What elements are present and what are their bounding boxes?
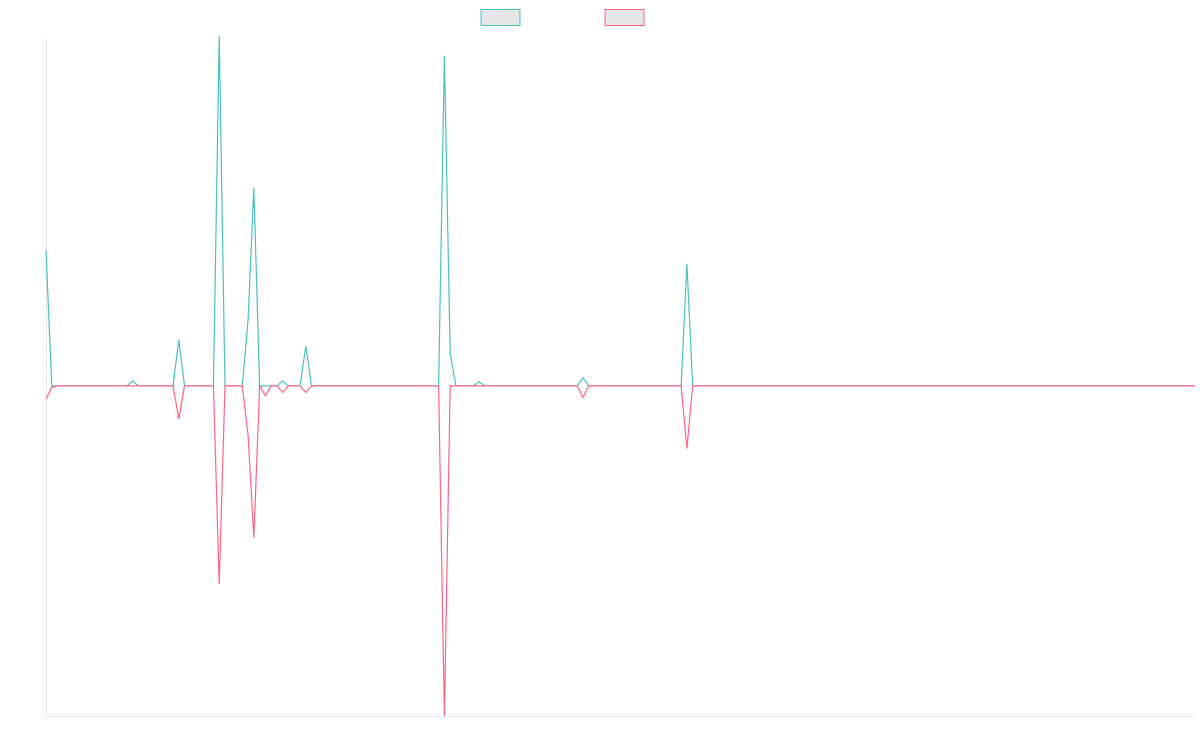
axes [46, 36, 1195, 717]
legend-swatch-2[interactable] [604, 9, 645, 26]
series-line-2 [45, 383, 1195, 717]
legend[interactable] [480, 9, 645, 26]
series-lines [45, 35, 1195, 717]
legend-swatch-1[interactable] [480, 9, 521, 26]
series-line-1 [45, 35, 1195, 387]
